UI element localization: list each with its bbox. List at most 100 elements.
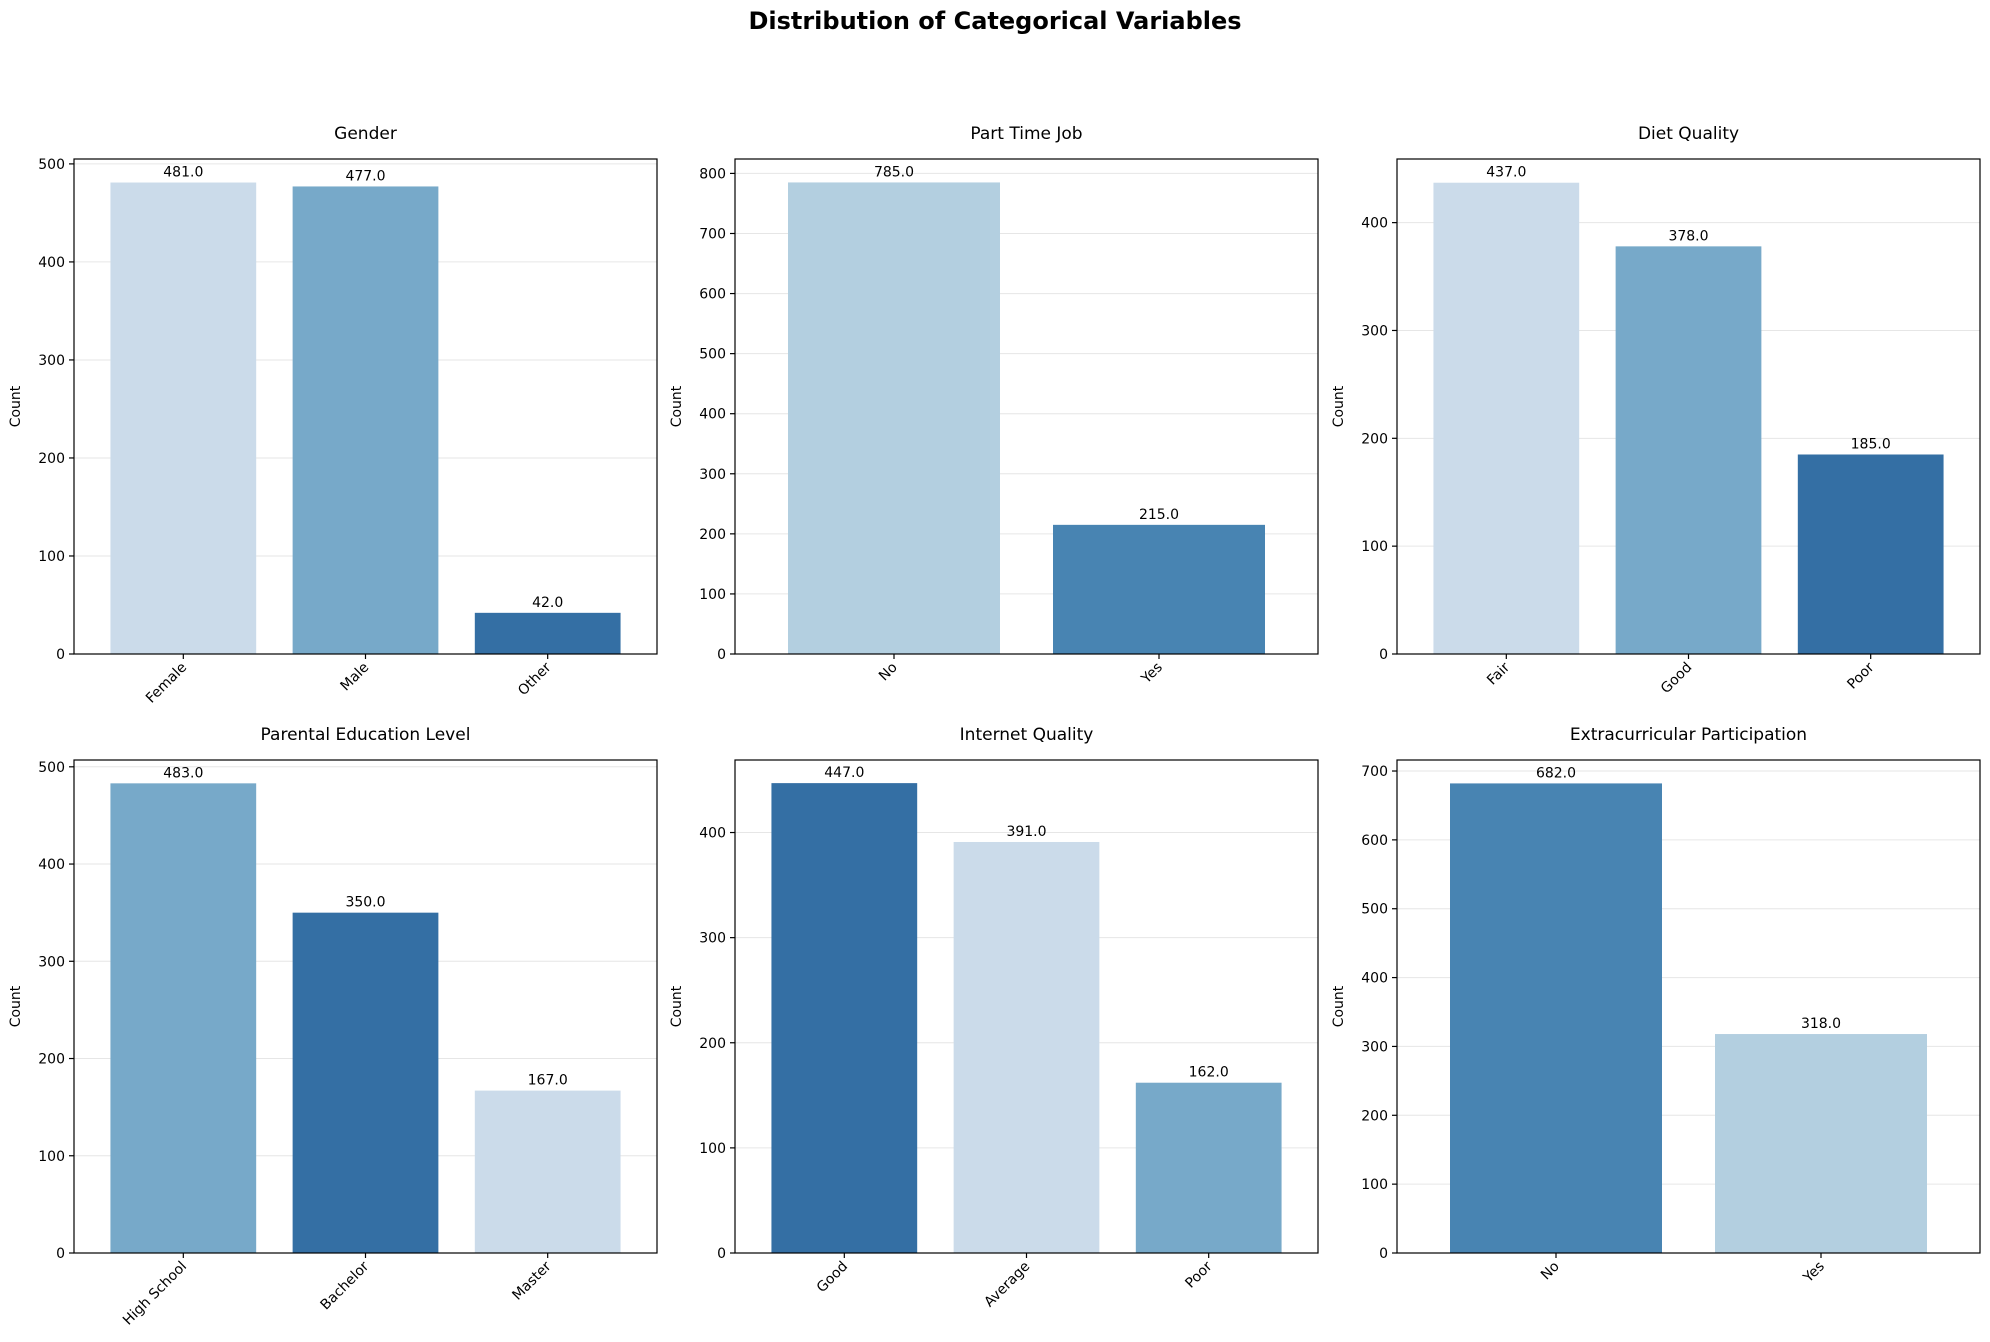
- y-tick-label: 0: [1379, 647, 1388, 663]
- y-tick-label: 300: [38, 353, 65, 369]
- y-tick-label: 0: [1379, 1246, 1388, 1262]
- y-tick-label: 400: [1361, 216, 1388, 232]
- chart-panel: 682.0 No 318.0 Yes 0 100 200 300 400 500 600 700 Ext…: [1331, 725, 1981, 1287]
- y-tick-label: 0: [56, 647, 65, 663]
- bar-fair: [1433, 182, 1580, 654]
- y-tick-label: 800: [699, 166, 726, 182]
- y-tick-label: 400: [1361, 971, 1388, 987]
- y-axis-label: Count: [669, 385, 685, 427]
- x-tick-label: No: [1538, 1259, 1563, 1284]
- data-label: 437.0: [1486, 165, 1526, 181]
- y-tick-label: 600: [699, 287, 726, 303]
- y-tick-label: 300: [1361, 323, 1388, 339]
- y-tick-label: 400: [38, 857, 65, 873]
- chart-panel: 447.0 Good 391.0 Average 162.0 Poor 0 100 200 300…: [669, 725, 1319, 1311]
- chart-panel: 483.0 High School 350.0 Bachelor 167.0 Master…: [8, 725, 658, 1329]
- y-tick-label: 200: [38, 1052, 65, 1068]
- y-tick-label: 700: [699, 226, 726, 242]
- y-tick-label: 400: [699, 407, 726, 423]
- bar-female: [110, 182, 257, 654]
- y-tick-label: 0: [717, 1246, 726, 1262]
- data-label: 162.0: [1189, 1065, 1229, 1081]
- data-label: 447.0: [824, 765, 864, 781]
- chart-panels: 481.0 Female 477.0 Male 42.0 Other 0 100 200 300 4…: [8, 124, 1981, 1329]
- x-tick-label: Bachelor: [317, 1258, 372, 1313]
- y-tick-label: 500: [38, 157, 65, 173]
- chart-panel: 785.0 No 215.0 Yes 0 100 200 300 400 500 600 700 800…: [669, 124, 1319, 688]
- chart-title: Part Time Job: [970, 124, 1082, 144]
- data-label: 391.0: [1006, 824, 1046, 840]
- bar-yes: [1715, 1034, 1927, 1253]
- y-axis-label: Count: [1331, 985, 1347, 1027]
- figure-title: Distribution of Categorical Variables: [748, 7, 1241, 35]
- chart-title: Internet Quality: [960, 725, 1094, 745]
- bar-high-school: [110, 783, 257, 1253]
- axes-frame: [73, 759, 658, 1254]
- data-label: 378.0: [1668, 228, 1708, 244]
- x-tick-label: Yes: [1138, 660, 1166, 688]
- y-tick-label: 600: [1361, 833, 1388, 849]
- x-tick-label: Male: [338, 660, 373, 695]
- y-tick-label: 100: [38, 549, 65, 565]
- x-tick-label: Good: [1658, 660, 1695, 697]
- y-tick-label: 200: [1361, 1108, 1388, 1124]
- y-axis-label: Count: [669, 985, 685, 1027]
- bar-poor: [1797, 454, 1944, 654]
- bar-no: [788, 182, 1000, 654]
- bar-poor: [1135, 1082, 1282, 1253]
- chart-title: Extracurricular Participation: [1570, 725, 1807, 745]
- bar-bachelor: [292, 912, 439, 1253]
- chart-title: Parental Education Level: [261, 725, 471, 745]
- y-tick-label: 300: [1361, 1039, 1388, 1055]
- data-label: 185.0: [1851, 436, 1891, 452]
- x-tick-label: Poor: [1182, 1258, 1215, 1291]
- data-label: 682.0: [1536, 765, 1576, 781]
- y-tick-label: 200: [699, 527, 726, 543]
- chart-title: Diet Quality: [1638, 124, 1739, 144]
- axes-frame: [734, 759, 1319, 1254]
- bar-master: [474, 1090, 621, 1253]
- bar-yes: [1053, 524, 1265, 654]
- y-axis-label: Count: [8, 985, 24, 1027]
- bar-good: [1615, 246, 1762, 654]
- data-label: 167.0: [528, 1073, 568, 1089]
- bar-no: [1450, 783, 1662, 1253]
- y-tick-label: 400: [699, 826, 726, 842]
- bar-good: [771, 783, 918, 1253]
- data-label: 477.0: [345, 168, 385, 184]
- y-tick-label: 100: [1361, 1177, 1388, 1193]
- y-tick-label: 300: [38, 954, 65, 970]
- axes-frame: [1396, 158, 1981, 655]
- y-tick-label: 300: [699, 467, 726, 483]
- y-tick-label: 100: [38, 1149, 65, 1165]
- data-label: 42.0: [532, 595, 563, 611]
- x-tick-label: High School: [120, 1259, 190, 1329]
- y-tick-label: 0: [56, 1246, 65, 1262]
- data-label: 215.0: [1139, 507, 1179, 523]
- data-label: 481.0: [163, 165, 203, 181]
- y-tick-label: 300: [699, 931, 726, 947]
- bar-male: [292, 186, 439, 654]
- y-tick-label: 500: [38, 760, 65, 776]
- data-label: 785.0: [874, 164, 914, 180]
- x-tick-label: Other: [515, 659, 555, 699]
- x-tick-label: Average: [981, 1259, 1033, 1311]
- y-axis-label: Count: [8, 385, 24, 427]
- x-tick-label: Fair: [1484, 659, 1513, 688]
- x-tick-label: Poor: [1844, 659, 1877, 692]
- x-tick-label: Female: [143, 660, 190, 707]
- x-tick-label: No: [876, 660, 901, 685]
- axes-frame: [73, 158, 658, 655]
- data-label: 483.0: [163, 765, 203, 781]
- y-tick-label: 200: [699, 1036, 726, 1052]
- axes-frame: [1396, 759, 1981, 1254]
- bar-average: [953, 841, 1100, 1253]
- y-tick-label: 500: [699, 347, 726, 363]
- chart-panel: 437.0 Fair 378.0 Good 185.0 Poor 0 100 200 300 400…: [1331, 124, 1981, 697]
- x-tick-label: Good: [814, 1259, 851, 1296]
- axes-frame: [734, 158, 1319, 655]
- data-label: 350.0: [345, 895, 385, 911]
- y-tick-label: 100: [699, 587, 726, 603]
- y-tick-label: 0: [717, 647, 726, 663]
